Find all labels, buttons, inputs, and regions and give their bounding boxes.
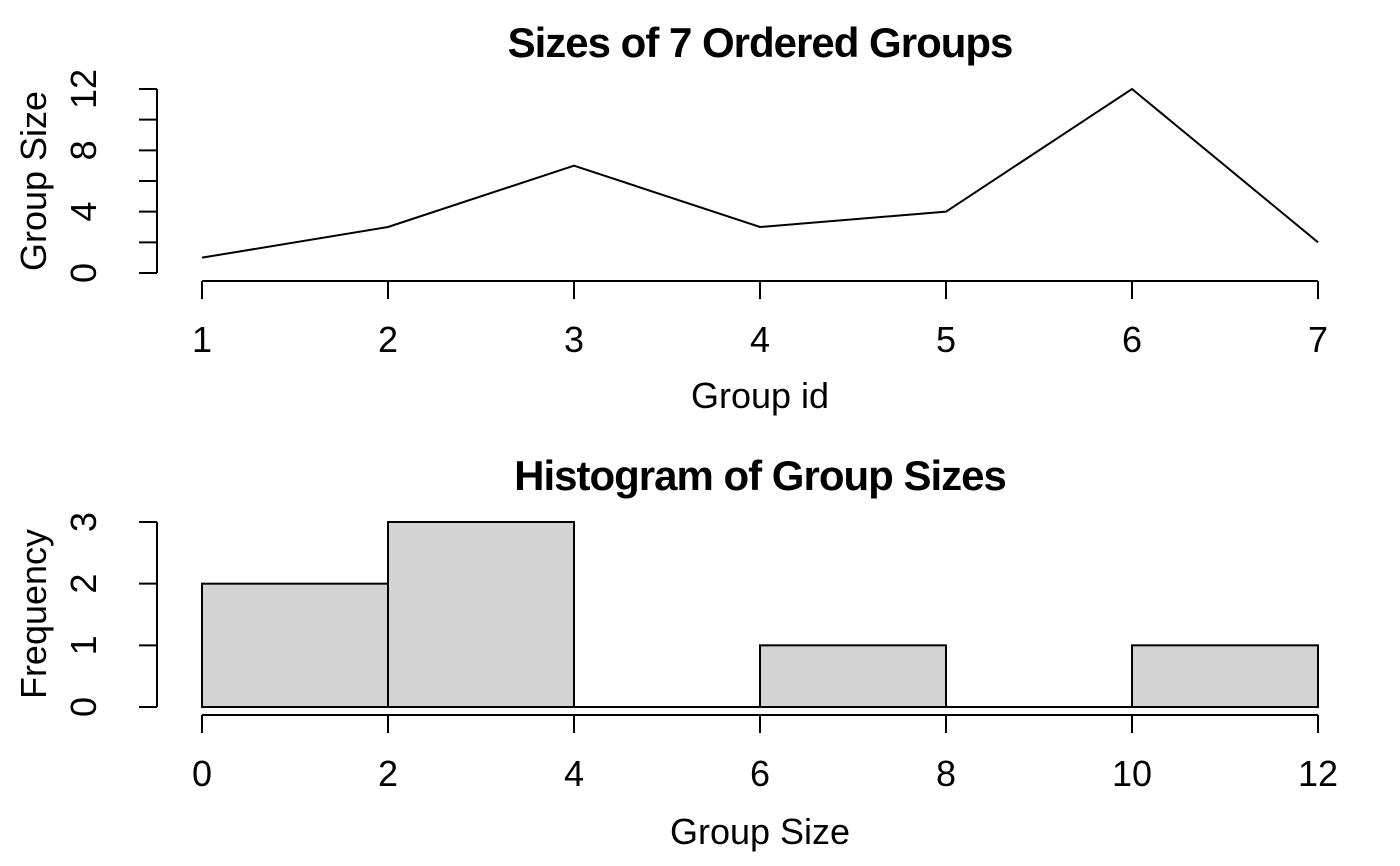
y-tick-label: 4 bbox=[63, 202, 104, 222]
x-tick-label: 12 bbox=[1298, 753, 1338, 794]
line-chart-title: Sizes of 7 Ordered Groups bbox=[508, 19, 1013, 66]
x-tick-label: 2 bbox=[378, 753, 398, 794]
histogram-ylabel: Frequency bbox=[13, 529, 54, 699]
x-tick-label: 3 bbox=[564, 319, 584, 360]
data-line bbox=[201, 87, 1319, 259]
x-tick-label: 1 bbox=[192, 319, 212, 360]
histogram-title: Histogram of Group Sizes bbox=[514, 452, 1006, 499]
y-tick-label: 2 bbox=[63, 574, 104, 594]
x-tick-label: 6 bbox=[1122, 319, 1142, 360]
x-tick-label: 6 bbox=[750, 753, 770, 794]
x-tick-label: 2 bbox=[378, 319, 398, 360]
x-tick-label: 8 bbox=[936, 753, 956, 794]
y-tick-label: 1 bbox=[63, 635, 104, 655]
histogram-bar bbox=[387, 521, 575, 708]
histogram-xlabel: Group Size bbox=[670, 811, 850, 852]
histogram-bar bbox=[1131, 644, 1319, 708]
y-tick-label: 3 bbox=[63, 512, 104, 532]
x-tick-label: 0 bbox=[192, 753, 212, 794]
histogram-panel: Histogram of Group Sizes Group Size Freq… bbox=[13, 452, 1338, 852]
y-tick-label: 0 bbox=[63, 697, 104, 717]
x-tick-label: 4 bbox=[750, 319, 770, 360]
x-tick-label: 5 bbox=[936, 319, 956, 360]
x-tick-label: 4 bbox=[564, 753, 584, 794]
x-tick-label: 7 bbox=[1308, 319, 1328, 360]
line-chart-panel: Sizes of 7 Ordered Groups Group id Group… bbox=[13, 19, 1328, 416]
histogram-bar bbox=[201, 582, 389, 709]
y-tick-label: 0 bbox=[63, 263, 104, 283]
line-chart-ylabel: Group Size bbox=[13, 91, 54, 271]
y-tick-label: 8 bbox=[63, 140, 104, 160]
histogram-bar bbox=[759, 644, 947, 708]
line-chart-xlabel: Group id bbox=[691, 375, 829, 416]
x-tick-label: 10 bbox=[1112, 753, 1152, 794]
y-tick-label: 12 bbox=[63, 69, 104, 109]
